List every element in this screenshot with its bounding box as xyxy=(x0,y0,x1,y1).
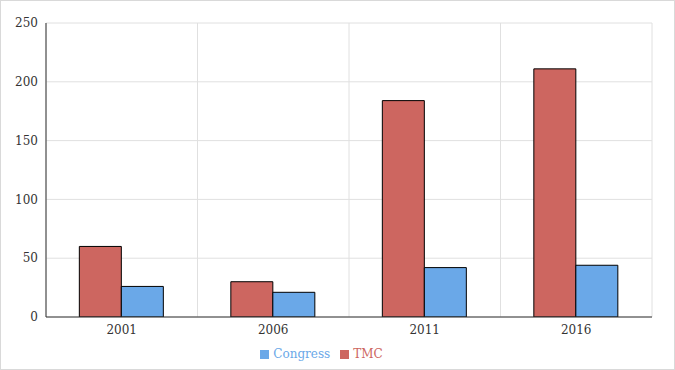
html-text:TMC: TMC xyxy=(353,347,383,361)
svg-text:50: 50 xyxy=(23,251,38,265)
svg-text:150: 150 xyxy=(15,134,38,148)
svg-text:2011: 2011 xyxy=(409,323,440,337)
svg-text:2016: 2016 xyxy=(561,323,592,337)
svg-text:200: 200 xyxy=(15,75,38,89)
svg-text:2006: 2006 xyxy=(258,323,289,337)
svg-text:0: 0 xyxy=(30,310,38,324)
html-text:Congress: Congress xyxy=(273,347,331,361)
svg-text:100: 100 xyxy=(15,193,38,207)
svg-text:250: 250 xyxy=(15,16,38,30)
svg-text:2001: 2001 xyxy=(106,323,137,337)
